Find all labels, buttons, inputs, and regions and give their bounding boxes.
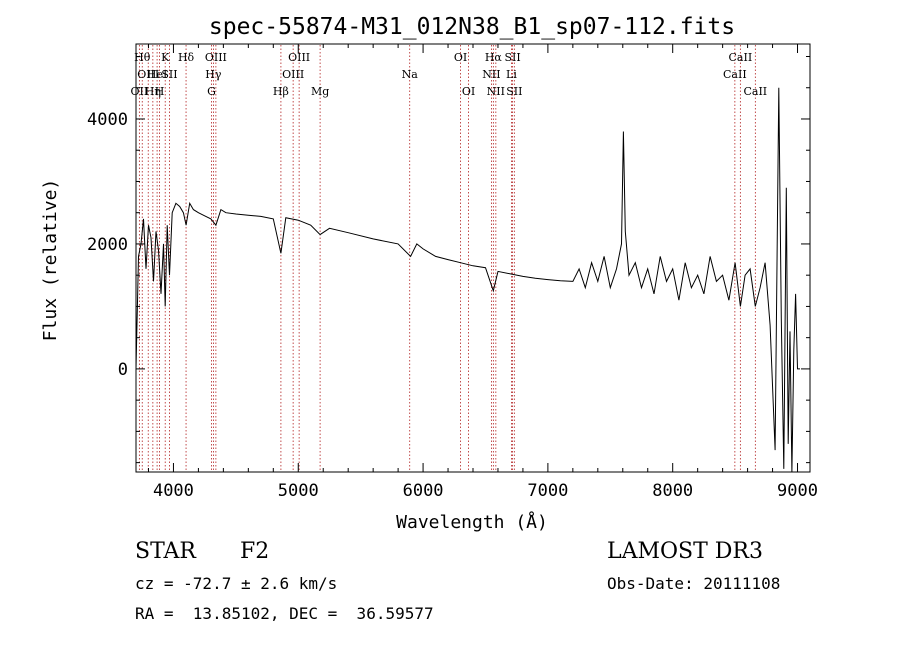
observation-date: Obs-Date: 20111108: [607, 574, 781, 593]
x-tick-label: 5000: [278, 481, 319, 501]
reference-lines: [138, 45, 756, 471]
line-label-25: CaII: [723, 68, 747, 81]
flux-series: [135, 87, 800, 473]
line-label-0: OII: [131, 85, 149, 98]
x-tick-label: 4000: [153, 481, 194, 501]
line-label-20: Hα: [485, 51, 503, 64]
line-label-11: OIII: [205, 51, 227, 64]
survey-name: LAMOST DR3: [607, 539, 763, 564]
line-label-22: Li: [506, 68, 517, 81]
ra-dec: RA = 13.85102, DEC = 36.59577: [135, 604, 434, 623]
y-axis-ticks: 0 2000 4000: [87, 55, 810, 464]
line-label-10: Hγ: [205, 68, 222, 81]
line-label-15: Mg: [311, 85, 329, 98]
y-tick-label: 4000: [87, 110, 128, 130]
y-tick-label: 2000: [87, 235, 128, 255]
line-label-23: SII: [504, 51, 520, 64]
line-label-26: CaII: [729, 51, 753, 64]
chart-title: spec-55874-M31_012N38_B1_sp07-112.fits: [209, 14, 735, 40]
line-label-1: Hθ: [134, 51, 151, 64]
line-label-6: K: [161, 51, 170, 64]
line-label-19: NII: [482, 68, 500, 81]
x-axis-ticks: 4000 5000 6000 7000 8000 9000: [147, 44, 818, 501]
line-label-12: Hβ: [273, 85, 289, 98]
line-label-2: OIII: [137, 68, 159, 81]
line-label-21: NII: [487, 85, 505, 98]
line-label-14: OIII: [288, 51, 310, 64]
plot-frame: [135, 43, 811, 473]
line-label-17: OI: [454, 51, 467, 64]
line-label-27: CaII: [743, 85, 767, 98]
line-label-4: HeI: [147, 68, 167, 81]
x-tick-label: 8000: [652, 481, 693, 501]
x-axis-label: Wavelength (Å): [396, 511, 548, 533]
x-tick-label: 7000: [527, 481, 568, 501]
line-label-13: OIII: [282, 68, 304, 81]
x-tick-label: 9000: [777, 481, 818, 501]
x-tick-label: 6000: [403, 481, 444, 501]
line-label-5: H: [155, 85, 165, 98]
y-axis-label: Flux (relative): [40, 179, 61, 342]
line-label-8: Hδ: [178, 51, 195, 64]
line-labels: OIIHθOIIIHηHeIHKSIIHδGHγOIIIHβOIIIOIIIMg…: [131, 51, 768, 98]
line-label-9: G: [207, 85, 216, 98]
line-label-18: OI: [462, 85, 475, 98]
redshift-cz: cz = -72.7 ± 2.6 km/s: [135, 574, 338, 593]
line-label-16: Na: [402, 68, 419, 81]
line-label-24: SII: [506, 85, 522, 98]
y-tick-label: 0: [118, 360, 128, 380]
object-class: STAR: [135, 539, 196, 564]
line-label-7: SII: [161, 68, 177, 81]
object-subclass: F2: [240, 539, 270, 564]
line-label-3: Hη: [145, 85, 161, 98]
